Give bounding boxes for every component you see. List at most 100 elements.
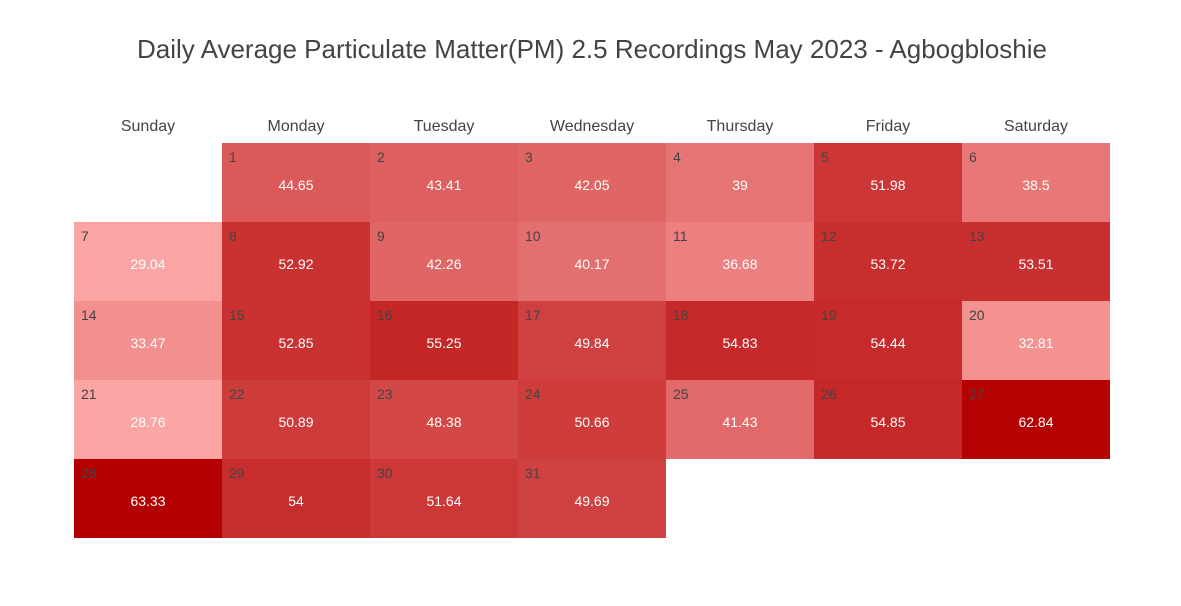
- cell-background: [222, 459, 370, 538]
- cell-value-label: 62.84: [1018, 414, 1053, 430]
- cell-background: [814, 143, 962, 222]
- day-number: 25: [673, 386, 689, 402]
- day-number: 12: [821, 228, 837, 244]
- cell-value-label: 40.17: [574, 256, 609, 272]
- cell-value-label: 44.65: [278, 177, 313, 193]
- day-number: 9: [377, 228, 385, 244]
- cell-background: [962, 222, 1110, 301]
- day-number: 21: [81, 386, 97, 402]
- cell-background: [222, 380, 370, 459]
- cell-value-label: 53.72: [870, 256, 905, 272]
- day-number: 31: [525, 465, 541, 481]
- day-cell: 638.5: [962, 143, 1110, 222]
- cell-value-label: 54.44: [870, 335, 905, 351]
- cell-background: [222, 222, 370, 301]
- weekday-header-sunday: Sunday: [121, 118, 175, 135]
- day-number: 8: [229, 228, 237, 244]
- day-cell: 24 50.66: [518, 380, 666, 459]
- day-number: 16: [377, 307, 393, 323]
- day-cell: 17 49.84: [518, 301, 666, 380]
- day-cell: 729.04: [74, 222, 222, 301]
- day-cell: 4 39: [666, 143, 814, 222]
- cell-background: [962, 143, 1110, 222]
- weekday-headers: Sunday Monday Tuesday Wednesday Thursday Frid…: [121, 118, 1068, 135]
- cell-background: [814, 380, 962, 459]
- cell-background: [74, 301, 222, 380]
- cell-background: [370, 143, 518, 222]
- cell-value-label: 52.92: [278, 256, 313, 272]
- cell-background: [962, 380, 1110, 459]
- day-number: 11: [673, 228, 688, 244]
- cell-value-label: 54.83: [722, 335, 757, 351]
- weekday-header-saturday: Saturday: [1004, 118, 1068, 135]
- day-number: 29: [229, 465, 245, 481]
- cell-background: [518, 143, 666, 222]
- day-cell: 18 54.83: [666, 301, 814, 380]
- day-cell: 14 33.47: [74, 301, 222, 380]
- cell-value-label: 53.51: [1018, 256, 1053, 272]
- cell-background: [518, 222, 666, 301]
- day-cell: 852.92: [222, 222, 370, 301]
- cell-background: [222, 301, 370, 380]
- day-cell: 25 41.43: [666, 380, 814, 459]
- cell-value-label: 29.04: [130, 256, 165, 272]
- day-number: 4: [673, 149, 681, 165]
- cell-value-label: 54.85: [870, 414, 905, 430]
- day-cell: 11 36.68: [666, 222, 814, 301]
- cell-background: [370, 459, 518, 538]
- day-cell: 342.05: [518, 143, 666, 222]
- day-number: 18: [673, 307, 689, 323]
- day-cell: 30 51.64: [370, 459, 518, 538]
- chart-title: Daily Average Particulate Matter(PM) 2.5…: [137, 34, 1047, 64]
- cell-value-label: 55.25: [426, 335, 461, 351]
- day-number: 13: [969, 228, 985, 244]
- day-number: 15: [229, 307, 245, 323]
- cell-value-label: 51.98: [870, 177, 905, 193]
- cell-background: [74, 380, 222, 459]
- cell-background: [518, 380, 666, 459]
- cell-background: [666, 380, 814, 459]
- day-cell: 10 40.17: [518, 222, 666, 301]
- cell-value-label: 38.5: [1022, 177, 1049, 193]
- day-cell: 144.65: [222, 143, 370, 222]
- day-cell: 23 48.38: [370, 380, 518, 459]
- cell-value-label: 50.66: [574, 414, 609, 430]
- weekday-header-thursday: Thursday: [707, 118, 774, 135]
- day-cell: 26 54.85: [814, 380, 962, 459]
- cell-background: [666, 143, 814, 222]
- day-number: 6: [969, 149, 977, 165]
- day-cell: 13 53.51: [962, 222, 1110, 301]
- day-cell: 29 54: [222, 459, 370, 538]
- cell-background: [370, 301, 518, 380]
- cell-value-label: 54: [288, 493, 304, 509]
- day-cell: 22 50.89: [222, 380, 370, 459]
- cell-value-label: 42.05: [574, 177, 609, 193]
- day-cell: 20 32.81: [962, 301, 1110, 380]
- cell-value-label: 63.33: [130, 493, 165, 509]
- cell-value-label: 28.76: [130, 414, 165, 430]
- cell-background: [222, 143, 370, 222]
- day-number: 10: [525, 228, 541, 244]
- cell-background: [666, 222, 814, 301]
- day-cell: 243.41: [370, 143, 518, 222]
- weekday-header-tuesday: Tuesday: [414, 118, 475, 135]
- day-cell: 16 55.25: [370, 301, 518, 380]
- day-number: 5: [821, 149, 829, 165]
- cell-background: [814, 222, 962, 301]
- cell-background: [370, 380, 518, 459]
- day-cell: 21 28.76: [74, 380, 222, 459]
- day-cell: 942.26: [370, 222, 518, 301]
- day-cell: 551.98: [814, 143, 962, 222]
- day-cell: 27 62.84: [962, 380, 1110, 459]
- cell-background: [74, 222, 222, 301]
- day-number: 23: [377, 386, 393, 402]
- weekday-header-wednesday: Wednesday: [550, 118, 634, 135]
- heatmap-cells: 144.65243.41342.05439551.98638.5729.0485…: [74, 143, 1110, 538]
- day-number: 20: [969, 307, 985, 323]
- day-cell: 28 63.33: [74, 459, 222, 538]
- day-number: 14: [81, 307, 97, 323]
- cell-value-label: 43.41: [426, 177, 461, 193]
- day-number: 24: [525, 386, 541, 402]
- cell-value-label: 51.64: [426, 493, 461, 509]
